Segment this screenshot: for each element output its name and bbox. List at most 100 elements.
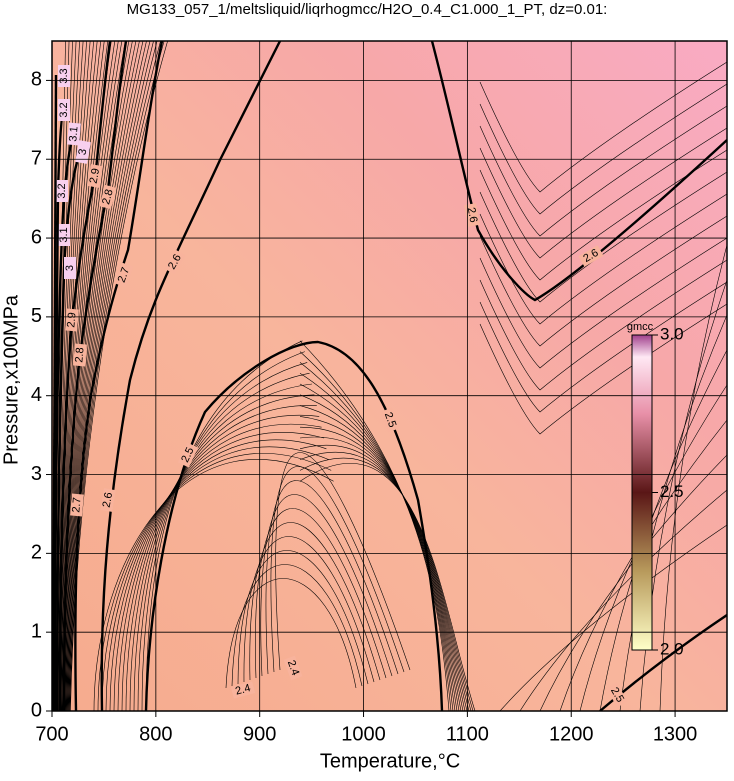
contour-label: 2.9 xyxy=(88,167,102,184)
contour-line-minor xyxy=(639,279,727,711)
y-tick-label: 7 xyxy=(31,148,42,170)
contour-line-minor xyxy=(619,314,727,711)
contour-line-minor xyxy=(67,41,151,711)
contour-label: 2.4 xyxy=(285,659,302,677)
contour-label-bg xyxy=(73,343,87,367)
contour-line-minor xyxy=(225,578,357,689)
contour-line-minor xyxy=(255,508,387,679)
contour-label: 2.6 xyxy=(465,206,479,223)
contour-line xyxy=(55,149,84,711)
contour-label-bg xyxy=(164,249,186,275)
contour-line-minor xyxy=(659,244,727,711)
x-tick-label: 900 xyxy=(243,723,276,745)
contour-line-minor xyxy=(479,105,727,237)
colorbar-tick-label: 2.0 xyxy=(660,639,684,658)
contour-label: 2.6 xyxy=(101,491,115,508)
contour-line-minor xyxy=(479,127,727,259)
contour-label-bg xyxy=(75,140,91,164)
contour-line xyxy=(100,41,727,711)
chart-title: MG133_057_1/meltsliquid/liqrhogmcc/H2O_0… xyxy=(127,1,608,18)
contour-label: 2.8 xyxy=(73,347,86,363)
contour-label: 3.2 xyxy=(58,102,70,117)
contour-line-minor xyxy=(69,41,165,711)
contour-line-minor xyxy=(519,489,727,711)
contour-label-bg xyxy=(64,257,76,279)
contour-label-bg xyxy=(283,655,303,681)
contour-label: 3.2 xyxy=(56,183,68,198)
contour-label-bg xyxy=(99,184,117,210)
contour-line-minor xyxy=(65,41,133,711)
x-tick-label: 700 xyxy=(35,723,68,745)
contour-label-bg xyxy=(578,245,604,267)
x-tick-label: 1000 xyxy=(341,723,386,745)
contour-label-bg xyxy=(114,262,134,288)
contour-line-minor xyxy=(479,83,727,215)
contour-line-minor xyxy=(260,494,393,677)
contour-label-bg xyxy=(87,164,103,188)
contour-label: 2.8 xyxy=(100,188,116,206)
contour-line-minor xyxy=(141,351,452,711)
y-tick-label: 3 xyxy=(31,463,42,485)
contour-line-minor xyxy=(479,281,727,413)
contour-line-minor xyxy=(65,41,137,711)
y-tick-label: 2 xyxy=(31,542,42,564)
y-tick-label: 8 xyxy=(31,69,42,91)
contour-line-minor xyxy=(479,61,727,193)
contour-label-bg xyxy=(380,407,400,433)
contour-line-minor xyxy=(275,452,411,671)
contour-line xyxy=(58,41,112,711)
x-axis-label: Temperature,°C xyxy=(320,750,460,772)
y-axis-label: Pressure,x100MPa xyxy=(0,294,22,465)
contour-line-minor xyxy=(61,41,105,711)
x-tick-label: 1100 xyxy=(446,723,489,745)
contour-line-minor xyxy=(479,303,727,435)
y-tick-label: 5 xyxy=(31,305,42,327)
contour-line-minor xyxy=(66,41,144,711)
contour-line-minor xyxy=(60,41,98,711)
contour-line-minor xyxy=(67,41,147,711)
contour-label: 2.5 xyxy=(179,445,196,464)
contour-line-minor xyxy=(93,459,476,711)
colorbar-tick-label: 2.5 xyxy=(660,482,684,501)
colorbar xyxy=(631,334,653,651)
x-tick-label: 800 xyxy=(139,723,172,745)
contour-line-minor xyxy=(64,41,126,711)
colorbar-label: gmcc xyxy=(627,321,654,333)
x-tick-label: 1300 xyxy=(653,723,698,745)
contour-line xyxy=(62,41,128,711)
contour-label-bg xyxy=(56,180,68,202)
contour-label: 3.1 xyxy=(58,227,70,242)
contour-line-minor xyxy=(539,454,727,711)
contour-label: 2.7 xyxy=(116,266,133,284)
contour-label-bg xyxy=(58,65,70,87)
contour-line-minor xyxy=(479,193,727,325)
contour-label-bg xyxy=(177,442,199,468)
contour-line-minor xyxy=(249,522,381,681)
contour-label-bg xyxy=(58,224,70,246)
contour-label-bg xyxy=(70,493,84,517)
contour-label: 3 xyxy=(76,148,89,156)
contour-label: 3 xyxy=(64,265,76,271)
contour-label: 3.3 xyxy=(58,68,70,83)
y-tick-label: 0 xyxy=(31,699,42,721)
contour-label-bg xyxy=(58,99,70,121)
contour-line-minor xyxy=(68,41,154,711)
contour-line-minor xyxy=(237,550,369,685)
y-tick-label: 4 xyxy=(31,384,42,406)
contour-line-minor xyxy=(559,419,727,711)
contour-line-minor xyxy=(243,536,375,683)
contour-line xyxy=(52,74,58,711)
contour-line-minor xyxy=(479,149,727,281)
x-tick-label: 1200 xyxy=(549,723,594,745)
contour-line-minor xyxy=(63,41,123,711)
contour-label-bg xyxy=(230,681,256,699)
contour-line-minor xyxy=(499,524,727,711)
contour-label: 2.7 xyxy=(70,497,83,513)
contour-label: 3.1 xyxy=(67,126,80,142)
contour-line-minor xyxy=(231,564,363,687)
contour-label-bg xyxy=(67,122,81,146)
contour-label: 2.5 xyxy=(382,411,399,429)
contour-line-minor xyxy=(66,41,140,711)
contour-line-minor xyxy=(479,237,727,369)
